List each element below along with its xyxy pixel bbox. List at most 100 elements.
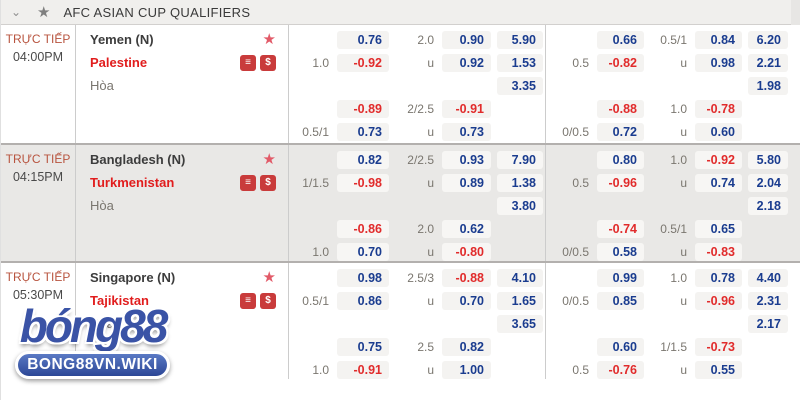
odds-value[interactable]: 0.72 xyxy=(597,122,644,141)
dollar-icon[interactable]: $ xyxy=(260,54,276,71)
match-teams-cell: Bangladesh (N) ★ Turkmenistan ≡ $ Hòa xyxy=(76,145,289,261)
odds-value[interactable]: 7.90 xyxy=(497,150,543,169)
odds-value[interactable]: 5.80 xyxy=(748,150,788,169)
handicap-label: 1.0 xyxy=(670,152,687,167)
odds-value[interactable]: -0.89 xyxy=(337,99,389,118)
odds-value[interactable]: 0.93 xyxy=(442,150,491,169)
odds-value[interactable]: 0.98 xyxy=(337,268,389,287)
odds-value[interactable]: -0.86 xyxy=(337,219,389,238)
odds-value[interactable]: 1.38 xyxy=(497,173,543,192)
odds-value[interactable]: -0.88 xyxy=(442,268,491,287)
odds-value[interactable]: 1.65 xyxy=(497,291,543,310)
odds-value[interactable]: 2.31 xyxy=(748,291,788,310)
odds-value[interactable]: 2.17 xyxy=(748,314,788,333)
odds-value[interactable]: -0.78 xyxy=(695,99,742,118)
live-label[interactable]: TRỰC TIẾP xyxy=(5,270,71,284)
odds-value[interactable]: 0.65 xyxy=(695,219,742,238)
odds-value[interactable]: 1.53 xyxy=(497,53,543,72)
coins-icon[interactable]: ≡ xyxy=(240,54,256,71)
odds-value[interactable]: 0.66 xyxy=(597,30,644,49)
odds-cell: -0.96 xyxy=(692,289,745,312)
odds-value[interactable]: 2.04 xyxy=(748,173,788,192)
team-badges: ≡ $ xyxy=(240,54,276,71)
odds-block-left: 0.82 2/2.5 0.93 7.90 1/1.5 -0.98 u 0.89 1.38 3.80… xyxy=(289,145,546,261)
odds-value[interactable]: -0.76 xyxy=(597,360,644,379)
odds-value[interactable]: 0.75 xyxy=(337,337,389,356)
empty-cell xyxy=(546,335,594,358)
favorite-star-icon[interactable]: ★ xyxy=(262,151,276,168)
odds-value[interactable]: 0.84 xyxy=(695,30,742,49)
odds-value[interactable]: 0.70 xyxy=(337,242,389,261)
odds-value[interactable]: 0.92 xyxy=(442,53,491,72)
odds-value[interactable]: 2.18 xyxy=(748,196,788,215)
odds-value[interactable]: 0.55 xyxy=(695,360,742,379)
odds-value[interactable]: 0.60 xyxy=(695,122,742,141)
odds-value[interactable]: 6.20 xyxy=(748,30,788,49)
odds-value[interactable]: -0.92 xyxy=(337,53,389,72)
odds-value[interactable]: -0.73 xyxy=(695,337,742,356)
odds-value[interactable]: -0.83 xyxy=(695,242,742,261)
odds-value[interactable]: 3.65 xyxy=(497,314,543,333)
live-label[interactable]: TRỰC TIẾP xyxy=(5,152,71,166)
odds-value[interactable]: 0.73 xyxy=(337,122,389,141)
favorite-star-icon[interactable]: ★ xyxy=(262,31,276,48)
odds-value[interactable]: 0.62 xyxy=(442,219,491,238)
odds-cell: -0.76 xyxy=(594,358,647,381)
league-star-icon[interactable]: ★ xyxy=(37,3,51,21)
handicap-label: 2.5 xyxy=(417,339,434,354)
empty-cell xyxy=(546,312,594,335)
odds-value[interactable]: 5.90 xyxy=(497,30,543,49)
chevron-down-icon[interactable]: ⌄ xyxy=(11,5,22,19)
odds-value[interactable]: 0.58 xyxy=(597,242,644,261)
odds-value[interactable]: 3.35 xyxy=(497,76,543,95)
odds-value[interactable]: 0.82 xyxy=(442,337,491,356)
odds-value[interactable]: 0.78 xyxy=(695,268,742,287)
odds-value[interactable]: 1.98 xyxy=(748,76,788,95)
odds-value[interactable]: 0.90 xyxy=(442,30,491,49)
odds-value[interactable]: 1.00 xyxy=(442,360,491,379)
odds-value[interactable]: 2.21 xyxy=(748,53,788,72)
live-label[interactable]: TRỰC TIẾP xyxy=(5,32,71,46)
odds-value[interactable]: -0.92 xyxy=(695,150,742,169)
odds-value[interactable]: 0.80 xyxy=(597,150,644,169)
odds-cell: 2.18 xyxy=(745,194,791,217)
odds-value[interactable]: 0.85 xyxy=(597,291,644,310)
odds-value[interactable]: 0.98 xyxy=(695,53,742,72)
kickoff-time: 04:00PM xyxy=(12,50,64,64)
odds-value[interactable]: 0.99 xyxy=(597,268,644,287)
empty-cell xyxy=(334,194,392,217)
odds-value[interactable]: -0.80 xyxy=(442,242,491,261)
odds-value[interactable]: 4.40 xyxy=(748,268,788,287)
odds-cell: -0.96 xyxy=(594,171,647,194)
odds-value[interactable]: 0.70 xyxy=(442,291,491,310)
odds-value[interactable]: -0.91 xyxy=(337,360,389,379)
odds-value[interactable]: 0.73 xyxy=(442,122,491,141)
odds-value[interactable]: -0.91 xyxy=(442,99,491,118)
favorite-star-icon[interactable]: ★ xyxy=(262,269,276,286)
team-badges: ≡ $ xyxy=(240,174,276,191)
odds-cell: 1.38 xyxy=(494,171,546,194)
odds-value[interactable]: 0.76 xyxy=(337,30,389,49)
odds-value[interactable]: -0.96 xyxy=(597,173,644,192)
odds-value[interactable]: 0.60 xyxy=(597,337,644,356)
coins-icon[interactable]: ≡ xyxy=(240,174,256,191)
coins-icon[interactable]: ≡ xyxy=(240,292,256,309)
dollar-icon[interactable]: $ xyxy=(260,174,276,191)
odds-value[interactable]: 0.86 xyxy=(337,291,389,310)
odds-value[interactable]: -0.74 xyxy=(597,219,644,238)
match-teams-cell: Yemen (N) ★ Palestine ≡ $ Hòa xyxy=(76,25,289,143)
odds-value[interactable]: 4.10 xyxy=(497,268,543,287)
empty-cell xyxy=(745,217,791,240)
empty-cell xyxy=(647,74,692,97)
odds-value[interactable]: 0.82 xyxy=(337,150,389,169)
odds-value[interactable]: 0.74 xyxy=(695,173,742,192)
odds-cell: 1.98 xyxy=(745,74,791,97)
odds-value[interactable]: -0.96 xyxy=(695,291,742,310)
odds-value[interactable]: 0.89 xyxy=(442,173,491,192)
odds-value[interactable]: 3.80 xyxy=(497,196,543,215)
dollar-icon[interactable]: $ xyxy=(260,292,276,309)
handicap-label: 1.0 xyxy=(670,270,687,285)
odds-value[interactable]: -0.98 xyxy=(337,173,389,192)
odds-value[interactable]: -0.88 xyxy=(597,99,644,118)
odds-value[interactable]: -0.82 xyxy=(597,53,644,72)
